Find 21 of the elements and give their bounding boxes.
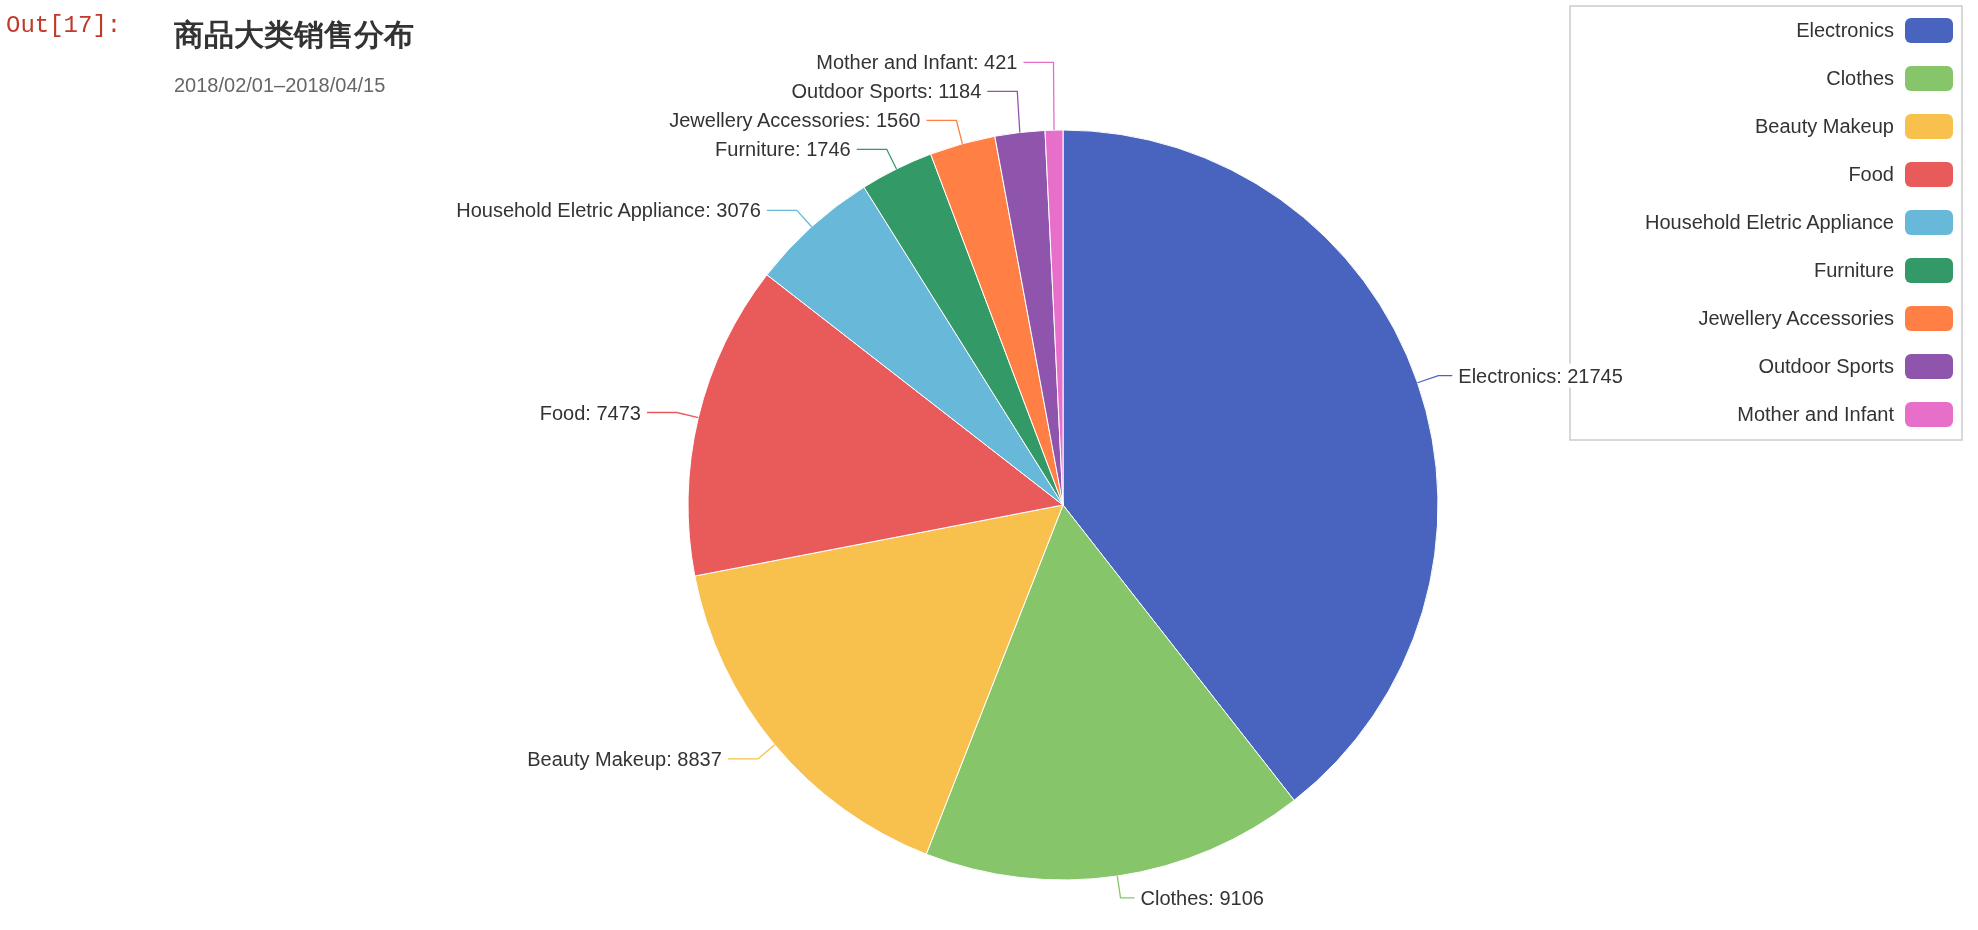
legend-label: Beauty Makeup — [1755, 115, 1894, 137]
data-label: Outdoor Sports: 1184 — [791, 80, 982, 103]
data-label: Clothes: 9106 — [1140, 886, 1264, 909]
legend-label: Electronics — [1796, 19, 1894, 41]
data-label: Food: 7473 — [539, 401, 641, 424]
data-label: Electronics: 21745 — [1458, 364, 1623, 387]
data-label: Jewellery Accessories: 1560 — [669, 109, 921, 132]
data-label: Mother and Infant: 421 — [816, 51, 1018, 74]
data-label: Beauty Makeup: 8837 — [527, 747, 722, 770]
legend-label: Mother and Infant — [1737, 403, 1895, 425]
chart-title: 商品大类销售分布 — [174, 18, 414, 51]
legend-label: Jewellery Accessories — [1698, 307, 1894, 329]
legend-label: Food — [1848, 163, 1894, 185]
legend-label: Clothes — [1826, 67, 1894, 89]
data-label: Furniture: 1746 — [715, 138, 851, 161]
data-label: Household Eletric Appliance: 3076 — [456, 199, 761, 222]
legend-label: Outdoor Sports — [1758, 355, 1894, 377]
text: 2018/02/01–2018/04/15 — [174, 74, 386, 96]
annotation: Out[17]: — [6, 12, 122, 39]
legend-label: Furniture — [1813, 259, 1894, 281]
legend-label: Household Eletric Appliance — [1644, 211, 1894, 233]
